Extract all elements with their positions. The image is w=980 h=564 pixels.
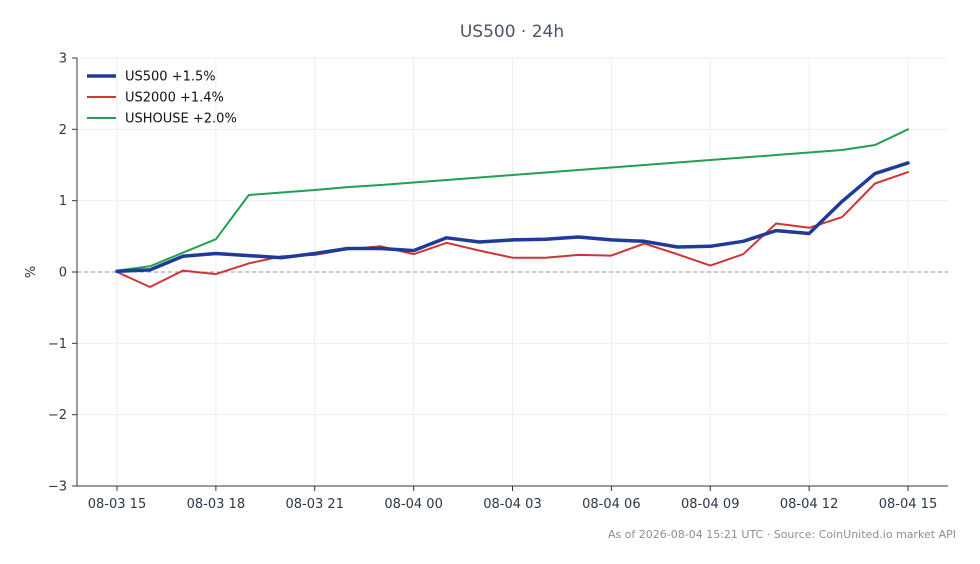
x-tick-label: 08-04 15 xyxy=(879,497,937,512)
legend-label: USHOUSE +2.0% xyxy=(125,112,237,127)
series-line-3 xyxy=(116,128,909,272)
source-footer: As of 2026-08-04 15:21 UTC · Source: Coi… xyxy=(608,528,956,541)
y-tick-label: 1 xyxy=(59,194,67,209)
x-tick-label: 08-03 21 xyxy=(286,497,344,512)
x-tick-label: 08-04 03 xyxy=(483,497,541,512)
series-line-2 xyxy=(116,171,909,288)
y-axis-label: % xyxy=(24,266,39,278)
x-tick-label: 08-03 18 xyxy=(187,497,245,512)
legend-label: US500 +1.5% xyxy=(125,70,216,85)
axes: 3 2 1 0 −1 −2 −3 08-03 15 08-03 18 08-03 21 08-04 … xyxy=(48,52,948,512)
y-tick-label: −3 xyxy=(48,480,67,495)
y-tick-label: −2 xyxy=(48,408,67,423)
y-tick-label: 0 xyxy=(59,266,67,281)
x-tick-label: 08-03 15 xyxy=(88,497,146,512)
x-tick-label: 08-04 06 xyxy=(582,497,640,512)
chart-title: US500 · 24h xyxy=(460,22,564,42)
legend-label: US2000 +1.4% xyxy=(125,91,224,106)
x-tick-label: 08-04 09 xyxy=(681,497,739,512)
series-line-1 xyxy=(115,161,910,274)
series-lines xyxy=(115,128,910,288)
x-tick-label: 08-04 12 xyxy=(780,497,838,512)
legend: US500 +1.5% US2000 +1.4% USHOUSE +2.0% xyxy=(87,70,237,127)
y-tick-label: −1 xyxy=(48,337,67,352)
x-tick-label: 08-04 00 xyxy=(384,497,442,512)
y-tick-label: 2 xyxy=(59,123,67,138)
grid xyxy=(77,57,948,487)
y-tick-label: 3 xyxy=(59,52,67,67)
